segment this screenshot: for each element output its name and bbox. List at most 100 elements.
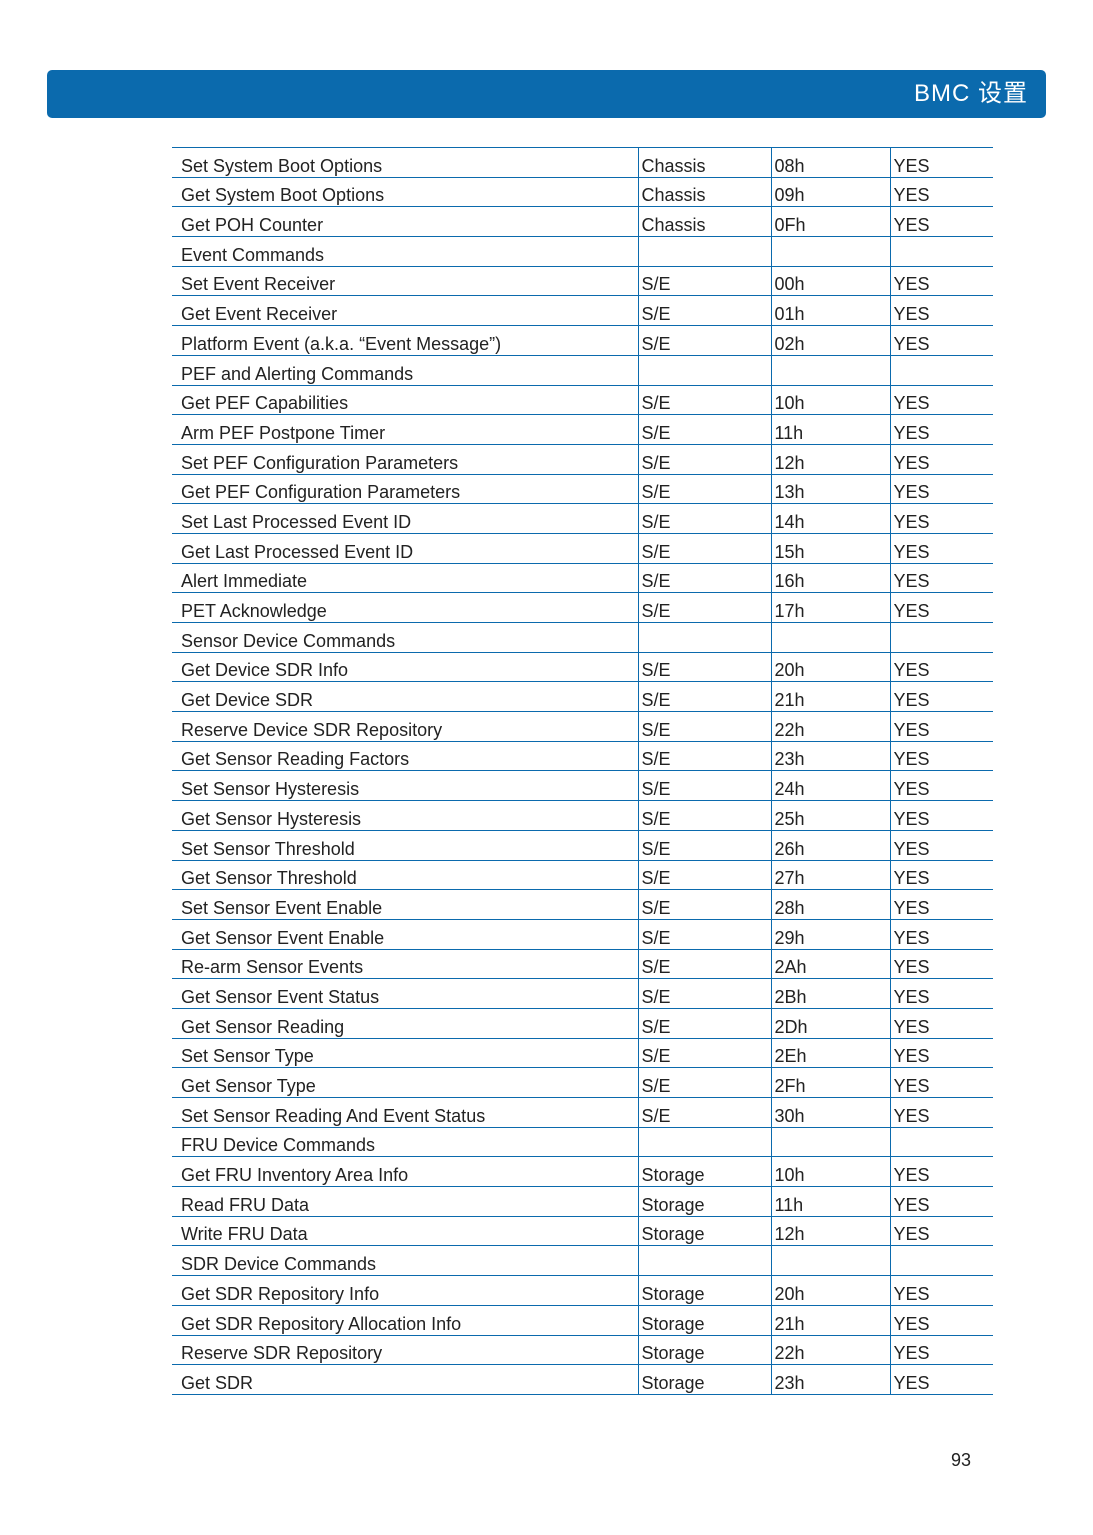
ipmi-support-cell: YES <box>889 1007 993 1039</box>
table-row: Get Sensor Reading S/E 2Dh YES <box>172 1007 993 1039</box>
table-row: Set PEF Configuration Parameters S/E 12h YE… <box>172 443 993 475</box>
netfn-cell <box>637 622 771 653</box>
table-row: Arm PEF Postpone Timer S/E 11h YES <box>172 414 993 445</box>
netfn-cell: S/E <box>637 948 771 980</box>
netfn-cell: S/E <box>637 770 771 802</box>
netfn-cell: Chassis <box>637 147 771 178</box>
ipmi-support-cell: YES <box>889 206 993 238</box>
command-name-cell: Get Sensor Event Enable <box>172 918 638 950</box>
netfn-cell: S/E <box>637 681 771 713</box>
command-code-cell: 27h <box>770 859 890 891</box>
command-code-cell: 26h <box>770 829 890 861</box>
command-name-cell: Set Sensor Threshold <box>172 829 638 861</box>
command-name-cell: PET Acknowledge <box>172 592 638 623</box>
ipmi-support-cell: YES <box>889 711 993 742</box>
ipmi-support-cell: YES <box>889 918 993 950</box>
netfn-cell: S/E <box>637 295 771 327</box>
ipmi-support-cell: YES <box>889 1215 993 1247</box>
command-name-cell: Write FRU Data <box>172 1215 638 1247</box>
command-code-cell: 21h <box>770 1304 890 1336</box>
command-code-cell: 23h <box>770 740 890 772</box>
netfn-cell: S/E <box>637 829 771 861</box>
command-name-cell: Get SDR <box>172 1364 638 1395</box>
netfn-cell: S/E <box>637 1097 771 1128</box>
ipmi-support-cell: YES <box>889 1067 993 1098</box>
netfn-cell: Storage <box>637 1215 771 1247</box>
ipmi-support-cell <box>889 236 993 267</box>
table-row: Reserve Device SDR Repository S/E 22h YES <box>172 711 993 742</box>
table-row: Get Device SDR S/E 21h YES <box>172 681 993 713</box>
command-code-cell: 01h <box>770 295 890 327</box>
netfn-cell: Storage <box>637 1156 771 1188</box>
ipmi-support-cell: YES <box>889 770 993 802</box>
command-name-cell: Get SDR Repository Allocation Info <box>172 1304 638 1336</box>
table-row: Get SDR Repository Allocation Info Storag… <box>172 1304 993 1336</box>
command-code-cell: 0Fh <box>770 206 890 238</box>
command-name-cell: Reserve SDR Repository <box>172 1334 638 1366</box>
command-name-cell: Get PEF Capabilities <box>172 384 638 416</box>
table-row: Read FRU Data Storage 11h YES <box>172 1186 993 1217</box>
table-row: Event Commands <box>172 236 993 267</box>
command-name-cell: Get Device SDR Info <box>172 651 638 683</box>
command-name-cell: Get Device SDR <box>172 681 638 713</box>
ipmi-support-cell: YES <box>889 1304 993 1336</box>
netfn-cell: S/E <box>637 325 771 356</box>
ipmi-support-cell: YES <box>889 473 993 505</box>
table-row: Get SDR Storage 23h YES <box>172 1364 993 1395</box>
table-row: Set Sensor Event Enable S/E 28h YES <box>172 889 993 920</box>
netfn-cell <box>637 1126 771 1158</box>
command-code-cell: 20h <box>770 651 890 683</box>
netfn-cell: S/E <box>637 265 771 297</box>
ipmi-support-cell: YES <box>889 1186 993 1217</box>
page-number: 93 <box>951 1450 972 1470</box>
command-code-cell: 29h <box>770 918 890 950</box>
table-row: Get Sensor Reading Factors S/E 23h YES <box>172 740 993 772</box>
command-name-cell: PEF and Alerting Commands <box>172 354 638 386</box>
command-name-cell: Get Sensor Event Status <box>172 978 638 1009</box>
command-code-cell: 09h <box>770 176 890 208</box>
command-code-cell: 28h <box>770 889 890 920</box>
command-name-cell: SDR Device Commands <box>172 1245 638 1277</box>
ipmi-support-cell: YES <box>889 1097 993 1128</box>
table-row: Set Last Processed Event ID S/E 14h YES <box>172 503 993 534</box>
ipmi-support-cell: YES <box>889 384 993 416</box>
command-code-cell: 22h <box>770 711 890 742</box>
command-name-cell: Re-arm Sensor Events <box>172 948 638 980</box>
netfn-cell <box>637 354 771 386</box>
ipmi-support-cell: YES <box>889 295 993 327</box>
command-name-cell: Get SDR Repository Info <box>172 1275 638 1306</box>
command-name-cell: Platform Event (a.k.a. “Event Message”) <box>172 325 638 356</box>
command-name-cell: Alert Immediate <box>172 562 638 594</box>
table-row: Get Sensor Threshold S/E 27h YES <box>172 859 993 891</box>
table-row: Get Last Processed Event ID S/E 15h YES <box>172 532 993 564</box>
ipmi-support-cell: YES <box>889 948 993 980</box>
table-row: Set Sensor Threshold S/E 26h YES <box>172 829 993 861</box>
command-code-cell: 30h <box>770 1097 890 1128</box>
ipmi-support-cell: YES <box>889 562 993 594</box>
netfn-cell: S/E <box>637 711 771 742</box>
ipmi-support-cell <box>889 622 993 653</box>
table-row: Set Event Receiver S/E 00h YES <box>172 265 993 297</box>
command-code-cell <box>770 1126 890 1158</box>
command-code-cell: 24h <box>770 770 890 802</box>
command-code-cell: 13h <box>770 473 890 505</box>
table-row: Re-arm Sensor Events S/E 2Ah YES <box>172 948 993 980</box>
netfn-cell: S/E <box>637 562 771 594</box>
table-row: PET Acknowledge S/E 17h YES <box>172 592 993 623</box>
netfn-cell: S/E <box>637 532 771 564</box>
command-name-cell: Event Commands <box>172 236 638 267</box>
netfn-cell: S/E <box>637 1007 771 1039</box>
netfn-cell: S/E <box>637 889 771 920</box>
command-code-cell: 20h <box>770 1275 890 1306</box>
netfn-cell: S/E <box>637 384 771 416</box>
table-row: Get Device SDR Info S/E 20h YES <box>172 651 993 683</box>
ipmi-command-table: Set System Boot Options Chassis 08h YES Get … <box>172 147 993 1395</box>
netfn-cell: Chassis <box>637 206 771 238</box>
table-row: Set Sensor Type S/E 2Eh YES <box>172 1037 993 1069</box>
command-code-cell: 2Fh <box>770 1067 890 1098</box>
command-code-cell: 2Bh <box>770 978 890 1009</box>
ipmi-support-cell: YES <box>889 1156 993 1188</box>
ipmi-support-cell: YES <box>889 1364 993 1395</box>
command-name-cell: Set PEF Configuration Parameters <box>172 443 638 475</box>
command-code-cell: 22h <box>770 1334 890 1366</box>
